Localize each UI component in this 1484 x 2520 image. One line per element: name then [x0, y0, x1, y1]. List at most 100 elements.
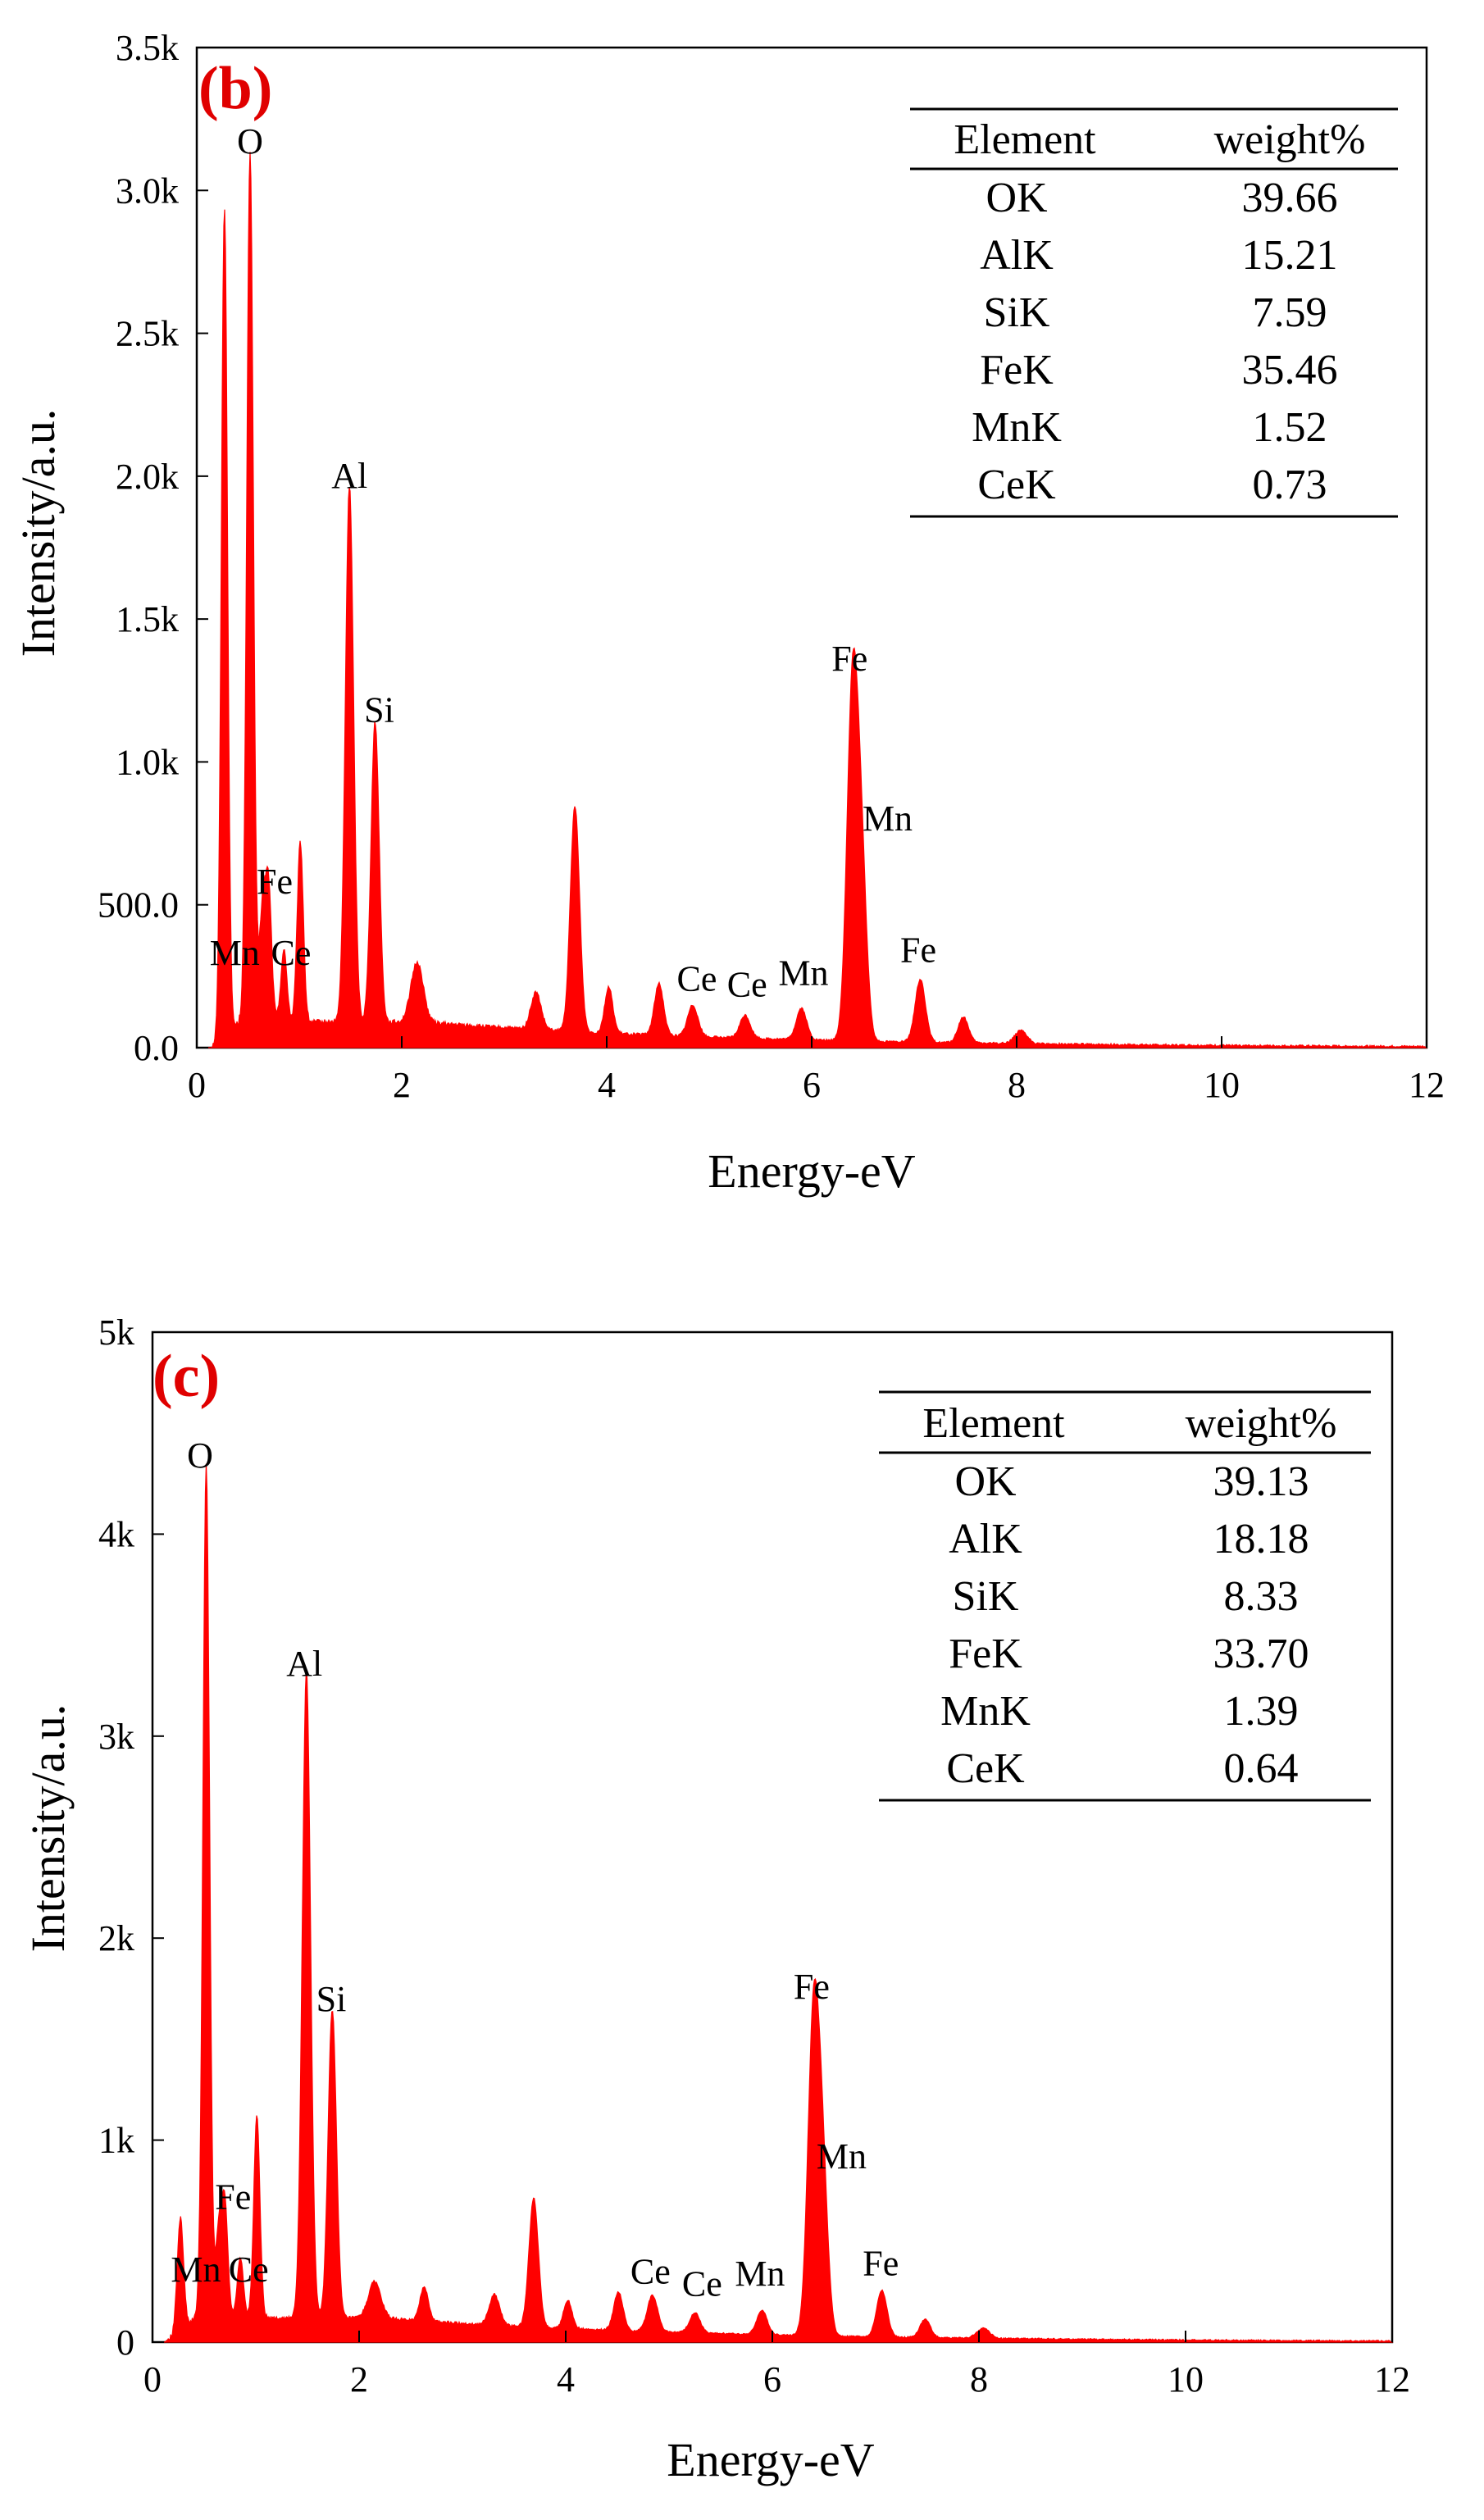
table-cell-weight: 0.64	[1224, 1745, 1299, 1792]
peak-label: Ce	[682, 2263, 722, 2304]
x-tick-label: 4	[557, 2359, 575, 2399]
table-cell-element: MnK	[940, 1688, 1031, 1735]
x-axis-label: Energy-eV	[667, 2433, 874, 2486]
table-cell-weight: 39.66	[1242, 175, 1338, 221]
table-cell-element: OK	[954, 1458, 1017, 1505]
y-tick-label: 0.0	[134, 1028, 179, 1068]
table-header-weight: weight%	[1214, 116, 1366, 163]
chart-panel-b: 0 2 4 6 8 10 12 0.0 500.0 1.0k 1.5k 2.0k 2.5k 3.0k 3.…	[11, 28, 1445, 1198]
peak-label: Ce	[229, 2249, 269, 2290]
table-row: MnK 1.52	[972, 404, 1327, 451]
y-tick-label: 3k	[98, 1717, 134, 1757]
y-axis-ticks: 0 1k 2k 3k 4k 5k	[98, 1312, 164, 2363]
peak-label: Fe	[900, 930, 936, 970]
x-axis-ticks: 0 2 4 6 8 10 12	[143, 2331, 1410, 2399]
table-cell-element: FeK	[949, 1631, 1022, 1677]
table-cell-element: OK	[986, 175, 1048, 221]
table-row: CeK 0.64	[946, 1745, 1298, 1792]
peak-label: Ce	[677, 958, 717, 998]
peak-label: Ce	[271, 933, 312, 973]
weight-table: Element weight% OK 39.13 AlK 18.18 SiK 8…	[879, 1390, 1371, 1802]
y-axis-label: Intensity/a.u.	[11, 409, 65, 657]
x-tick-label: 8	[970, 2359, 988, 2399]
peak-label: Mn	[210, 933, 260, 973]
peak-label: Fe	[831, 639, 867, 679]
x-tick-label: 12	[1374, 2359, 1410, 2399]
table-cell-weight: 1.39	[1224, 1688, 1299, 1735]
spectrum-area	[152, 1463, 1393, 2343]
table-cell-weight: 1.52	[1253, 404, 1327, 451]
peak-label: Mn	[863, 798, 913, 839]
x-axis-label: Energy-eV	[708, 1144, 915, 1198]
y-tick-label: 1k	[98, 2121, 134, 2161]
table-row: MnK 1.39	[940, 1688, 1298, 1735]
y-tick-label: 2k	[98, 1918, 134, 1958]
peak-label: Fe	[257, 862, 293, 902]
table-row: CeK 0.73	[977, 462, 1327, 508]
x-axis-ticks: 0 2 4 6 8 10 12	[188, 1036, 1445, 1105]
table-cell-element: AlK	[980, 232, 1054, 279]
peak-label: Al	[331, 456, 367, 496]
x-tick-label: 12	[1409, 1065, 1445, 1105]
x-tick-label: 8	[1008, 1065, 1026, 1105]
table-cell-weight: 15.21	[1242, 232, 1338, 279]
table-cell-weight: 39.13	[1213, 1458, 1309, 1505]
y-tick-label: 1.5k	[116, 599, 179, 639]
y-tick-label: 1.0k	[116, 742, 179, 782]
y-tick-label: 4k	[98, 1514, 134, 1554]
panel-label: (b)	[198, 55, 272, 122]
table-row: OK 39.13	[954, 1458, 1309, 1505]
table-cell-weight: 0.73	[1253, 462, 1327, 508]
y-tick-label: 3.0k	[116, 171, 179, 211]
table-row: OK 39.66	[986, 175, 1337, 221]
x-tick-label: 0	[188, 1065, 206, 1105]
table-cell-element: MnK	[972, 404, 1062, 451]
peak-label: Mn	[171, 2249, 221, 2290]
table-cell-element: SiK	[953, 1573, 1019, 1620]
table-row: SiK 8.33	[953, 1573, 1299, 1620]
table-cell-element: FeK	[980, 347, 1054, 393]
x-tick-label: 2	[350, 2359, 368, 2399]
table-cell-weight: 18.18	[1213, 1516, 1309, 1562]
y-tick-label: 2.0k	[116, 457, 179, 497]
peak-label: Ce	[727, 964, 767, 1004]
panel-label: (c)	[152, 1343, 220, 1410]
x-tick-label: 10	[1204, 1065, 1240, 1105]
table-row: FeK 33.70	[949, 1631, 1309, 1677]
x-tick-label: 2	[393, 1065, 411, 1105]
peak-label: Mn	[735, 2254, 785, 2294]
y-tick-label: 500.0	[98, 885, 179, 926]
table-row: FeK 35.46	[980, 347, 1337, 393]
y-tick-label: 3.5k	[116, 28, 179, 68]
table-row: AlK 18.18	[949, 1516, 1309, 1562]
peak-label: Al	[286, 1644, 322, 1684]
peak-label: Fe	[215, 2177, 251, 2217]
y-tick-label: 2.5k	[116, 314, 179, 354]
peak-label: Fe	[863, 2244, 899, 2284]
x-tick-label: 0	[143, 2359, 162, 2399]
weight-table: Element weight% OK 39.66 AlK 15.21 SiK 7…	[910, 107, 1398, 518]
peak-label: Si	[316, 1979, 347, 2019]
x-tick-label: 6	[763, 2359, 781, 2399]
peak-label: O	[237, 121, 263, 161]
table-cell-element: CeK	[946, 1745, 1025, 1792]
plot-frame	[151, 1331, 1394, 2344]
y-axis-label: Intensity/a.u.	[21, 1704, 75, 1953]
table-cell-weight: 8.33	[1224, 1573, 1299, 1620]
spectrum-area	[197, 152, 1427, 1048]
peak-label: O	[187, 1435, 213, 1476]
y-tick-label: 0	[116, 2322, 134, 2363]
table-header-element: Element	[954, 116, 1096, 163]
peak-label: Fe	[794, 1967, 830, 2007]
table-cell-element: AlK	[949, 1516, 1022, 1562]
spectrum-layer	[152, 1463, 1393, 2343]
spectrum-layer	[197, 152, 1427, 1048]
peak-label: Mn	[778, 953, 828, 993]
table-cell-element: CeK	[977, 462, 1056, 508]
table-cell-element: SiK	[984, 289, 1050, 336]
x-tick-label: 6	[803, 1065, 821, 1105]
